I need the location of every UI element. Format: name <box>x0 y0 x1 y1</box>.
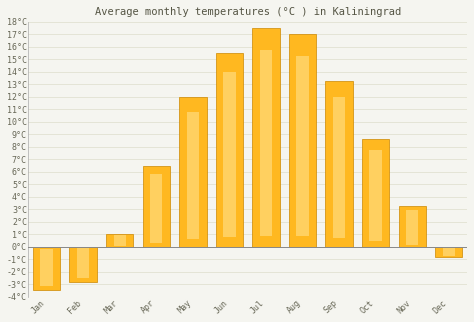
Bar <box>40 249 53 286</box>
Bar <box>77 249 89 278</box>
Bar <box>399 205 426 247</box>
Bar <box>143 166 170 247</box>
Bar <box>289 34 316 247</box>
Bar <box>150 174 163 243</box>
Title: Average monthly temperatures (°C ) in Kaliningrad: Average monthly temperatures (°C ) in Ka… <box>95 7 401 17</box>
Bar <box>443 247 455 256</box>
Bar <box>435 247 463 257</box>
Bar <box>106 234 134 247</box>
Bar <box>33 247 60 290</box>
Bar <box>252 28 280 247</box>
Bar <box>187 112 199 239</box>
Bar <box>325 80 353 247</box>
Bar <box>406 210 419 245</box>
Bar <box>114 235 126 246</box>
Bar <box>296 56 309 236</box>
Bar <box>223 72 236 237</box>
Bar <box>216 53 243 247</box>
Bar <box>370 150 382 242</box>
Bar <box>179 97 207 247</box>
Bar <box>260 50 272 236</box>
Bar <box>333 97 345 238</box>
Bar <box>362 139 389 247</box>
Bar <box>70 247 97 282</box>
